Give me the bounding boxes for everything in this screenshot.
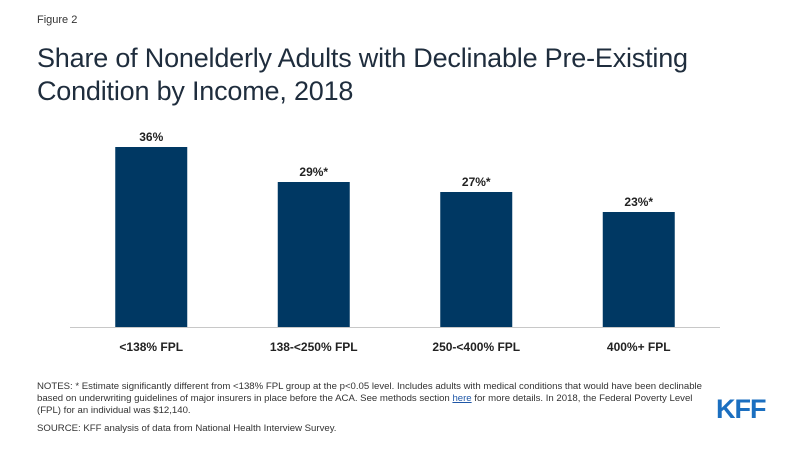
notes-text: NOTES: * Estimate significantly differen… [37, 381, 703, 404]
chart-source: SOURCE: KFF analysis of data from Nation… [37, 423, 337, 434]
data-label-0: 36% [139, 130, 163, 144]
bar-1 [277, 182, 350, 327]
bar-3 [602, 212, 675, 327]
chart-title: Share of Nonelderly Adults with Declinab… [37, 43, 688, 106]
category-label-0: <138% FPL [119, 340, 183, 354]
category-label-1: 138-<250% FPL [270, 340, 358, 354]
data-label-3: 23%* [624, 195, 653, 209]
notes-text-continued: for more details. In 2018, the Federal P… [37, 393, 693, 416]
data-label-1: 29%* [299, 165, 328, 179]
bar-0 [115, 147, 188, 327]
data-label-2: 27%* [462, 175, 491, 189]
bar-chart: 36% <138% FPL 29%* 138-<250% FPL 27%* 250-<40… [70, 130, 720, 354]
category-label-3: 400%+ FPL [607, 340, 671, 354]
category-label-2: 250-<400% FPL [432, 340, 520, 354]
bar-2 [440, 192, 513, 327]
kff-logo: KFF [716, 394, 766, 424]
figure-label: Figure 2 [37, 14, 78, 26]
methods-link[interactable]: here [452, 393, 472, 404]
chart-notes: NOTES: * Estimate significantly differen… [37, 381, 702, 417]
